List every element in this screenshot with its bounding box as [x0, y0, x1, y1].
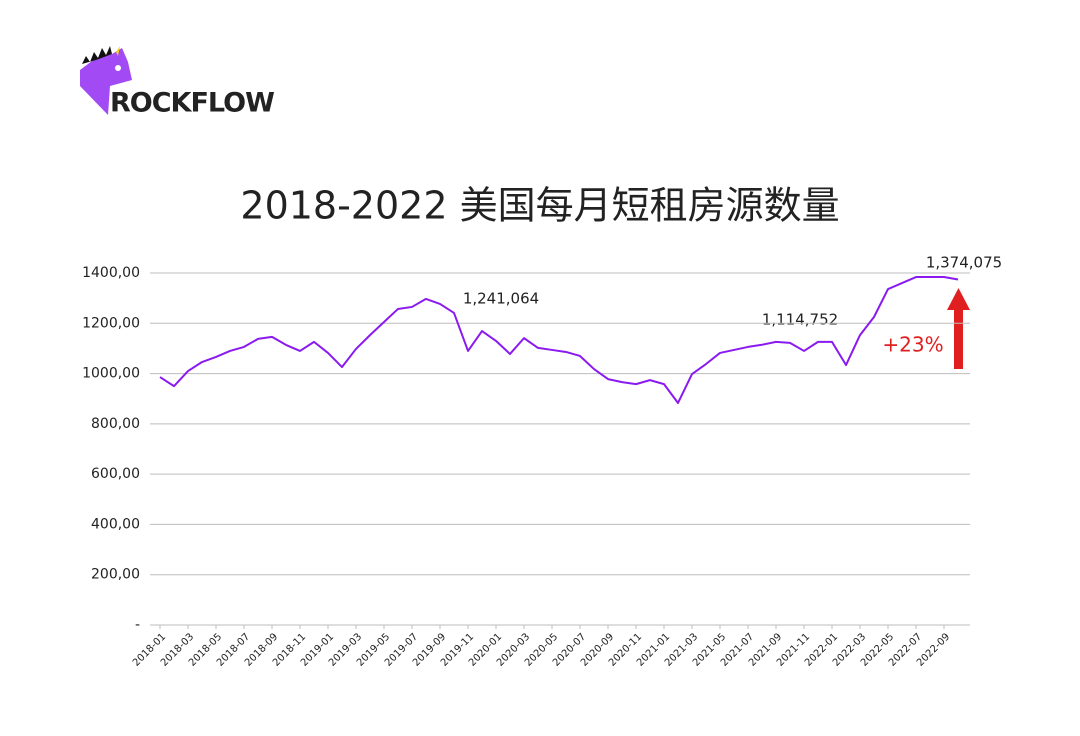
y-tick-label: 400,00 — [91, 516, 140, 532]
logo-mane — [82, 46, 112, 64]
annotation: 1,114,752 — [762, 311, 838, 329]
y-tick-label: - — [135, 617, 140, 633]
y-tick-label: 800,00 — [91, 416, 140, 432]
chart-title: 2018-2022 美国每月短租房源数量 — [240, 184, 839, 228]
logo-horn — [116, 46, 120, 56]
y-tick-label: 1000,00 — [82, 366, 140, 382]
annotation: 1,374,075 — [926, 254, 1002, 272]
y-tick-label: 1200,00 — [82, 315, 140, 331]
arrow-head — [947, 288, 970, 310]
logo-text: ROCKFLOW — [110, 88, 274, 119]
logo: ROCKFLOW — [80, 46, 275, 119]
y-tick-label: 600,00 — [91, 466, 140, 482]
annotation: 1,241,064 — [463, 290, 539, 308]
y-tick-label: 200,00 — [91, 567, 140, 583]
annotation: +23% — [882, 333, 943, 357]
line-series — [159, 276, 959, 404]
y-tick-label: 1400,00 — [82, 265, 140, 281]
arrow-shaft — [954, 308, 963, 369]
logo-eye — [115, 65, 121, 71]
logo-icon — [80, 48, 132, 115]
arrow — [947, 288, 970, 369]
